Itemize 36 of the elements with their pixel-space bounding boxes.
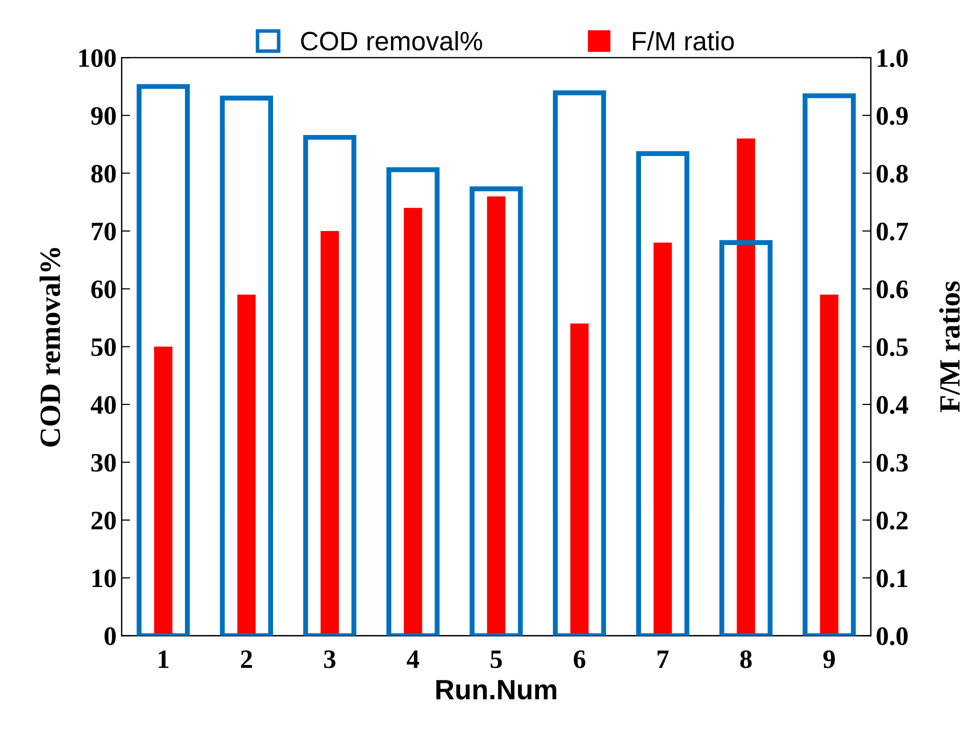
x-tick-label: 6 [574,650,586,668]
x-tick-label: 1 [158,650,168,668]
y2-tick-label: 0.5 [876,338,908,356]
y2-tick-label: 0.7 [876,222,908,241]
y2-tick-label: 0.8 [876,164,908,183]
y-tick-label: 40 [90,396,116,414]
y-tick-label: 10 [92,569,116,588]
x-tick-label: 7 [658,650,669,668]
legend-label: F/M ratio [632,31,734,50]
y-tick-label: 80 [91,164,116,183]
y2-axis-title: F/M ratios [939,281,960,412]
legend-label: COD removal% [301,31,482,50]
y-tick-label: 60 [91,280,116,298]
y2-tick-label: 0.0 [876,627,908,646]
y-axis-title: COD removal% [40,248,60,447]
x-tick-label: 4 [406,650,420,668]
x-tick-label: 8 [740,650,752,668]
y-tick-label: 90 [91,107,116,125]
x-axis-title: Run.Num [436,680,556,700]
y2-tick-label: 1.0 [878,49,908,68]
y2-tick-label: 0.1 [876,569,908,588]
y2-tick-label: 0.2 [876,512,908,530]
y-tick-label: 70 [92,222,116,240]
y-tick-label: 50 [91,338,116,356]
x-tick-label: 3 [324,650,336,668]
x-tick-label: 5 [490,650,502,668]
x-tick-label: 2 [241,650,252,668]
y-tick-label: 100 [79,49,116,68]
y2-tick-label: 0.4 [876,396,908,414]
y2-tick-label: 0.9 [876,107,908,125]
y2-tick-label: 0.3 [876,454,908,472]
y2-tick-label: 0.6 [876,280,908,298]
y-tick-label: 0 [104,627,116,646]
y-tick-label: 20 [91,512,116,530]
y-tick-label: 30 [91,454,116,472]
x-tick-label: 9 [823,650,835,668]
